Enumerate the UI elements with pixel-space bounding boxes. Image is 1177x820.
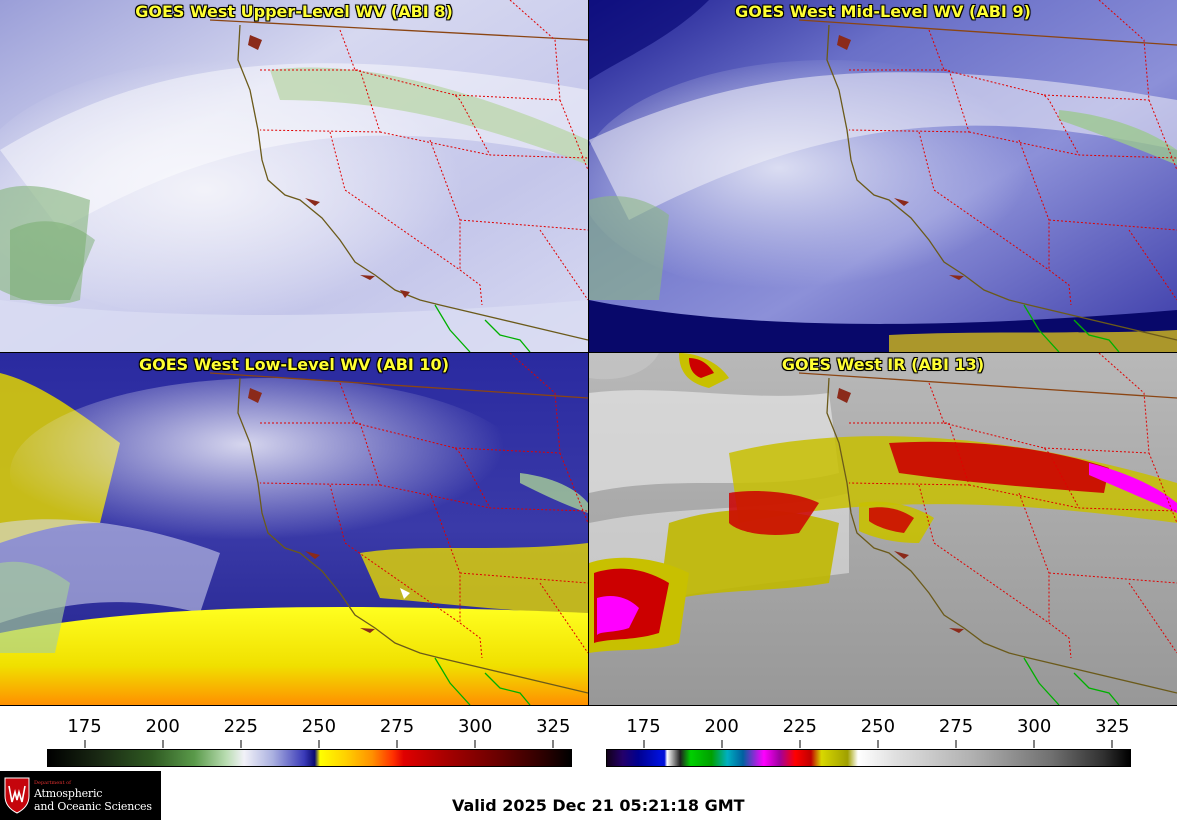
colorbar-tick-mark [318,740,320,748]
colorbar-tick-mark [1111,740,1113,748]
low-level-wv-image [0,353,588,705]
panel-divider-horizontal [0,352,1177,353]
colorbar-tick-mark [1033,740,1035,748]
panel-title: GOES West IR (ABI 13) [781,355,985,374]
logo-line1: Atmospheric [34,787,103,800]
colorbar-tick-mark [396,740,398,748]
colorbar-tick-label: 200 [704,716,739,737]
logo-dept-text: Department of [34,780,71,786]
colorbar-tick-mark [721,740,723,748]
mid-level-wv-panel: GOES West Mid-Level WV (ABI 9) [589,0,1177,352]
map-overlay [209,353,588,705]
panel-title: GOES West Low-Level WV (ABI 10) [138,355,449,374]
wv-colorbar-ticks: 175 200 225 250 275 300 325 [47,716,572,748]
ir-colorbar [606,749,1131,767]
colorbar-tick-label: 225 [223,716,258,737]
colorbar-tick-label: 275 [938,716,974,737]
panel-title: GOES West Upper-Level WV (ABI 8) [135,2,453,21]
colorbar-tick-mark [240,740,242,748]
colorbar-tick-mark [877,740,879,748]
colorbar-tick-label: 175 [626,716,661,737]
colorbar-tick-label: 300 [1016,716,1052,737]
logo-line2: and Oceanic Sciences [34,800,152,813]
panel-title: GOES West Mid-Level WV (ABI 9) [735,2,1031,21]
colorbar-tick-mark [955,740,957,748]
panel-divider-vertical [588,0,589,706]
low-level-wv-panel: GOES West Low-Level WV (ABI 10) [0,353,588,705]
mid-level-wv-image [589,0,1177,352]
colorbar-tick-label: 300 [457,716,493,737]
ir-colorbar-ticks: 175 200 225 250 275 300 325 [606,716,1131,748]
colorbar-tick-mark [643,740,644,748]
colorbar-tick-label: 200 [145,716,180,737]
colorbar-tick-label: 325 [1095,716,1130,737]
uw-crest-icon [4,777,30,814]
colorbar-tick-label: 250 [301,716,337,737]
map-overlay [798,0,1177,352]
colorbar-tick-label: 250 [860,716,896,737]
map-overlay [209,0,588,352]
ir-panel: GOES West IR (ABI 13) [589,353,1177,705]
colorbar-tick-mark [474,740,476,748]
ir-image [589,353,1177,705]
upper-level-wv-panel: GOES West Upper-Level WV (ABI 8) [0,0,588,352]
colorbar-tick-label: 175 [67,716,102,737]
colorbar-tick-mark [162,740,164,748]
colorbar-tick-label: 225 [782,716,817,737]
image-bottom-border [0,705,1177,706]
map-overlay [798,353,1177,705]
valid-time: Valid 2025 Dec 21 05:21:18 GMT [452,796,745,815]
colorbar-tick-mark [799,740,801,748]
colorbar-tick-label: 275 [379,716,415,737]
wv-colorbar [47,749,572,767]
aos-logo: Department of Atmospheric and Oceanic Sc… [0,771,161,820]
colorbar-tick-mark [84,740,85,748]
colorbar-tick-label: 325 [536,716,571,737]
colorbar-tick-mark [552,740,554,748]
upper-level-wv-image [0,0,588,352]
